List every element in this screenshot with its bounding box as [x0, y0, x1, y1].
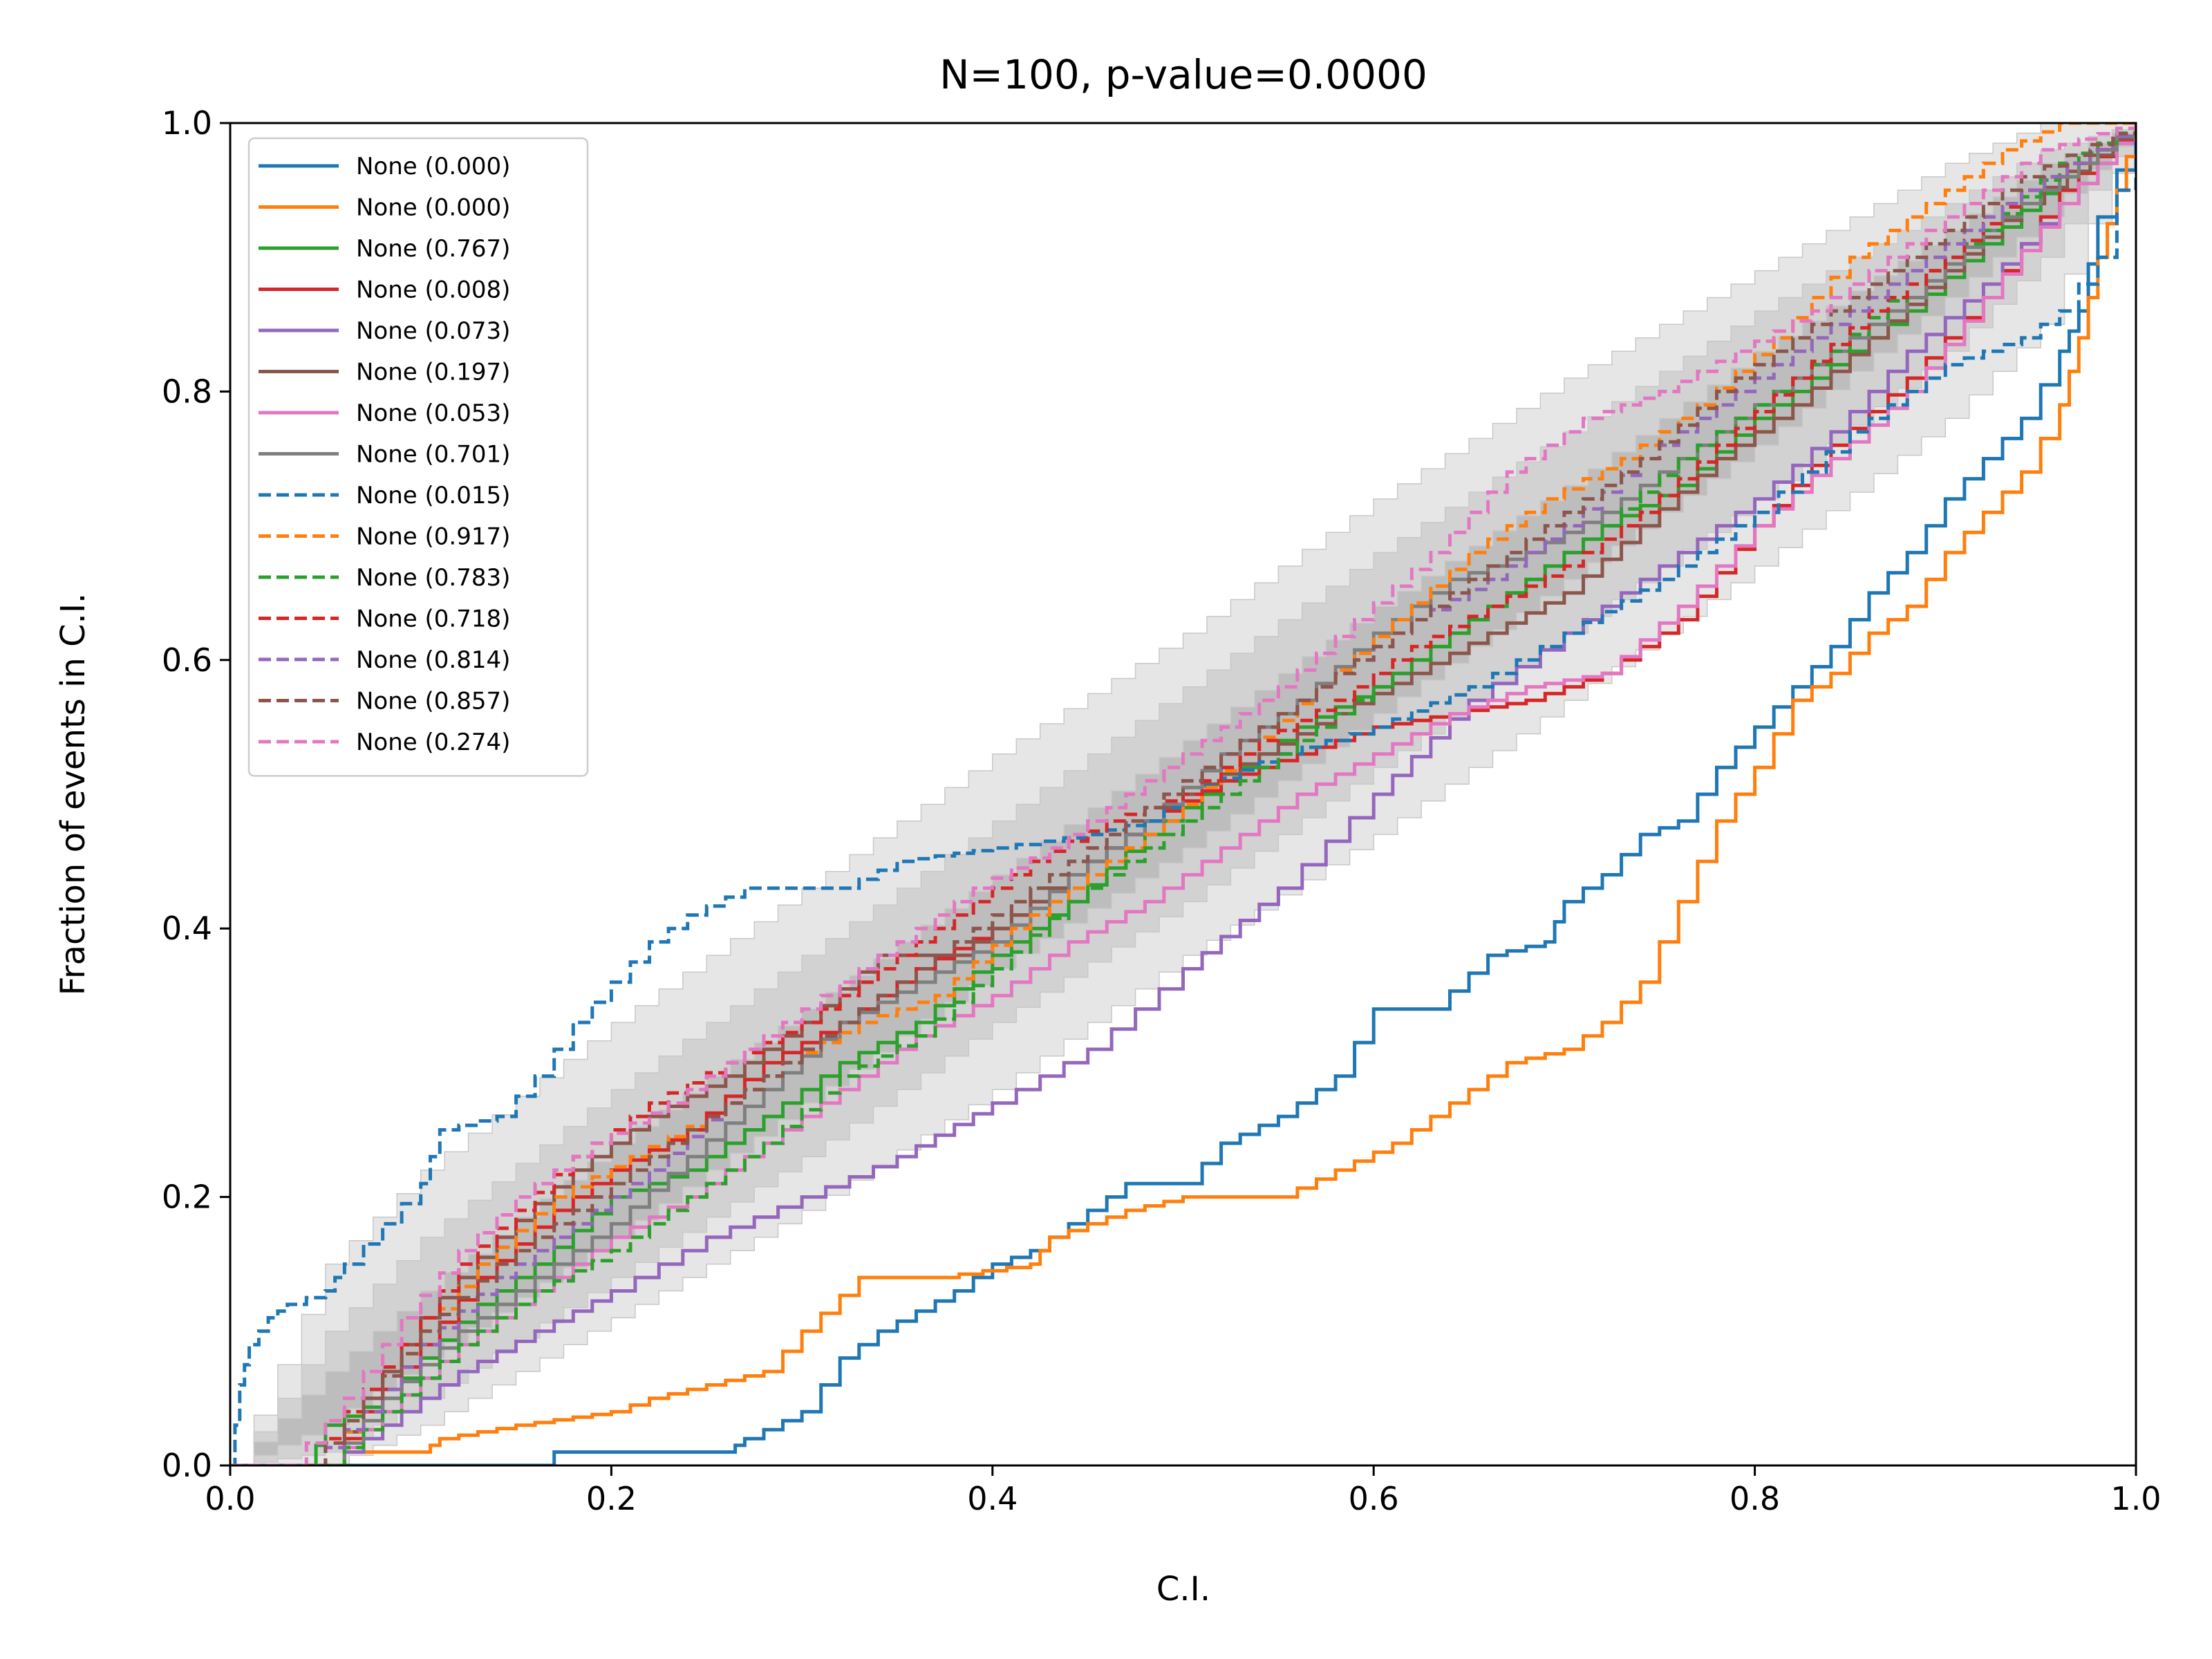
- legend-label: None (0.783): [356, 564, 510, 592]
- legend-label: None (0.814): [356, 646, 510, 674]
- series-lines: [230, 123, 2136, 1465]
- x-tick-label: 0.8: [1730, 1480, 1780, 1517]
- y-axis-label: Fraction of events in C.I.: [54, 593, 93, 996]
- y-tick-label: 1.0: [162, 104, 212, 142]
- legend-label: None (0.917): [356, 523, 510, 551]
- legend: None (0.000) None (0.000) None (0.767) None…: [247, 137, 589, 777]
- legend-label: None (0.718): [356, 606, 510, 633]
- legend-label: None (0.701): [356, 441, 510, 469]
- legend-label: None (0.053): [356, 400, 510, 427]
- series-line-10: [230, 123, 2136, 1465]
- x-axis-ticks: 0.0 0.2 0.4 0.6 0.8 1.0: [205, 1465, 2162, 1517]
- series-line-11: [230, 123, 2136, 1465]
- legend-label: None (0.000): [356, 153, 510, 180]
- legend-label: None (0.000): [356, 194, 510, 222]
- y-tick-label: 0.0: [162, 1447, 212, 1484]
- y-tick-label: 0.2: [162, 1179, 212, 1216]
- y-tick-label: 0.8: [162, 373, 212, 410]
- series-line-7: [230, 123, 2136, 1465]
- x-tick-label: 0.0: [205, 1480, 255, 1517]
- series-line-4: [230, 123, 2136, 1465]
- legend-label: None (0.197): [356, 359, 510, 386]
- series-line-14: [230, 123, 2136, 1465]
- plot-area: [230, 123, 2136, 1465]
- series-line-15: [230, 123, 2136, 1465]
- series-line-2: [230, 123, 2136, 1465]
- legend-label: None (0.274): [356, 729, 510, 756]
- legend-box: [247, 137, 589, 777]
- x-axis-label: C.I.: [1156, 1570, 1210, 1609]
- x-tick-label: 0.6: [1349, 1480, 1399, 1517]
- legend-label: None (0.073): [356, 317, 510, 345]
- x-tick-label: 0.4: [967, 1480, 1018, 1517]
- x-tick-label: 0.2: [586, 1480, 637, 1517]
- y-tick-label: 0.4: [162, 910, 212, 947]
- series-line-8: [230, 123, 2136, 1465]
- chart-title: N=100, p-value=0.0000: [939, 51, 1427, 98]
- legend-label: None (0.008): [356, 276, 510, 304]
- axes-frame: [229, 122, 2137, 1467]
- series-line-1: [230, 123, 2136, 1465]
- legend-label: None (0.767): [356, 235, 510, 263]
- series-line-5: [230, 123, 2136, 1465]
- x-tick-label: 1.0: [2110, 1480, 2161, 1517]
- y-axis-ticks: 0.0 0.2 0.4 0.6 0.8 1.0: [162, 104, 230, 1484]
- legend-label: None (0.857): [356, 688, 510, 715]
- legend-label: None (0.015): [356, 482, 510, 509]
- y-tick-label: 0.6: [162, 641, 212, 679]
